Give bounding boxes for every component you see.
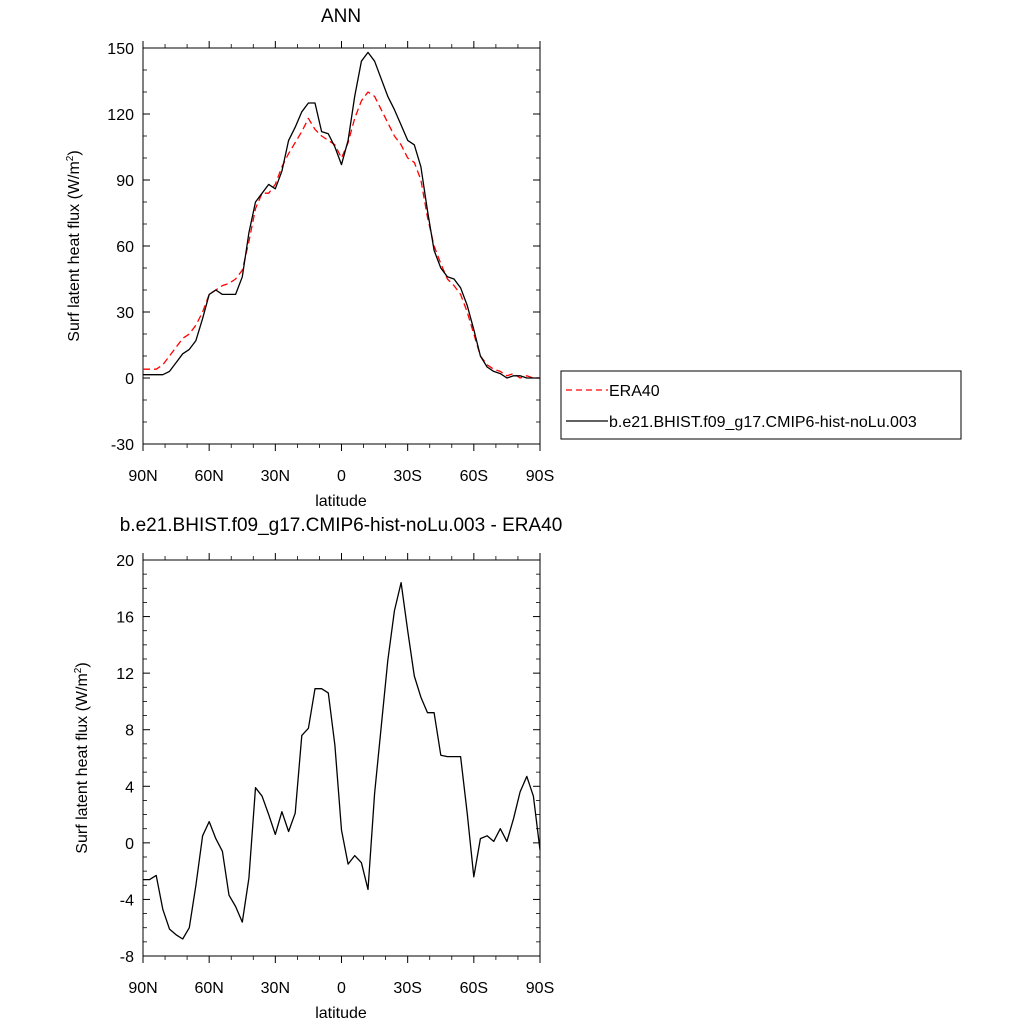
top-y-axis-label-close: )	[66, 150, 83, 155]
bottom-x-tick-labels: 90N 60N 30N 0 30S 60S 90S	[128, 980, 554, 997]
bottom-chart-title: b.e21.BHIST.f09_g17.CMIP6-hist-noLu.003 …	[120, 515, 563, 536]
top-xtick-label: 30N	[261, 468, 290, 485]
top-x-tick-labels: 90N 60N 30N 0 30S 60S 90S	[128, 468, 554, 485]
legend: ERA40 b.e21.BHIST.f09_g17.CMIP6-hist-noL…	[560, 370, 962, 440]
bottom-xtick-label: 90N	[128, 980, 157, 997]
bottom-ytick-label: 16	[116, 610, 134, 627]
legend-box	[560, 370, 962, 440]
bottom-ytick-label: 12	[116, 666, 134, 683]
bottom-xtick-label: 60S	[460, 980, 488, 997]
bottom-xtick-label: 0	[337, 980, 346, 997]
bottom-xtick-label: 30S	[393, 980, 421, 997]
top-xtick-label: 0	[337, 468, 346, 485]
bottom-ytick-label: 8	[125, 723, 134, 740]
bottom-y-tick-labels: -8 -4 0 4 8 12 16 20	[116, 553, 134, 966]
bottom-y-axis-label-main: Surf latent heat flux (W/m	[74, 673, 91, 854]
bottom-y-axis-label: Surf latent heat flux (W/m2)	[73, 662, 91, 853]
bottom-series-line-a	[143, 581, 541, 940]
bottom-y-axis-label-sup: 2	[73, 667, 84, 673]
top-y-axis-label-sup: 2	[65, 155, 76, 161]
top-xtick-label: 90N	[128, 468, 157, 485]
top-ytick-label: 60	[116, 239, 134, 256]
top-chart-panel: ANN -30 0 30 60 90 120 150 90N 60N 30N 0 30S 60S 90S…	[65, 6, 962, 510]
top-xtick-label: 90S	[526, 468, 554, 485]
legend-label-model: b.e21.BHIST.f09_g17.CMIP6-hist-noLu.003	[609, 414, 917, 431]
top-xtick-label: 60S	[460, 468, 488, 485]
bottom-xtick-label: 30N	[261, 980, 290, 997]
top-series-lines	[143, 51, 540, 379]
top-ytick-label: 120	[107, 107, 134, 124]
top-xtick-label: 30S	[393, 468, 421, 485]
bottom-xtick-label: 60N	[194, 980, 223, 997]
top-y-axis-label: Surf latent heat flux (W/m2)	[65, 150, 83, 341]
top-ytick-label: 90	[116, 173, 134, 190]
bottom-series-lines	[143, 581, 541, 940]
top-chart-title: ANN	[321, 6, 361, 27]
top-y-tick-labels: -30 0 30 60 90 120 150	[107, 41, 134, 454]
bottom-ytick-label: 20	[116, 553, 134, 570]
legend-label-era40: ERA40	[609, 383, 660, 400]
bottom-axis-ticks	[142, 553, 541, 963]
bottom-ytick-label: -4	[120, 892, 134, 909]
top-ytick-label: 0	[125, 371, 134, 388]
top-series-line-a	[143, 91, 540, 379]
top-ytick-label: 150	[107, 41, 134, 58]
top-xtick-label: 60N	[194, 468, 223, 485]
top-axis-ticks	[142, 41, 541, 451]
bottom-ytick-label: 0	[125, 836, 134, 853]
top-y-axis-label-main: Surf latent heat flux (W/m	[66, 161, 83, 342]
bottom-chart-panel: b.e21.BHIST.f09_g17.CMIP6-hist-noLu.003 …	[73, 515, 562, 1022]
top-ytick-label: -30	[111, 437, 134, 454]
bottom-y-axis-label-close: )	[74, 662, 91, 667]
bottom-ytick-label: -8	[120, 949, 134, 966]
bottom-x-axis-label: latitude	[315, 1005, 367, 1022]
top-ytick-label: 30	[116, 305, 134, 322]
bottom-ytick-label: 4	[125, 779, 134, 796]
bottom-xtick-label: 90S	[526, 980, 554, 997]
top-plot-frame	[142, 47, 541, 445]
bottom-plot-frame	[142, 559, 541, 957]
top-x-axis-label: latitude	[315, 493, 367, 510]
top-series-line-b	[143, 51, 540, 379]
